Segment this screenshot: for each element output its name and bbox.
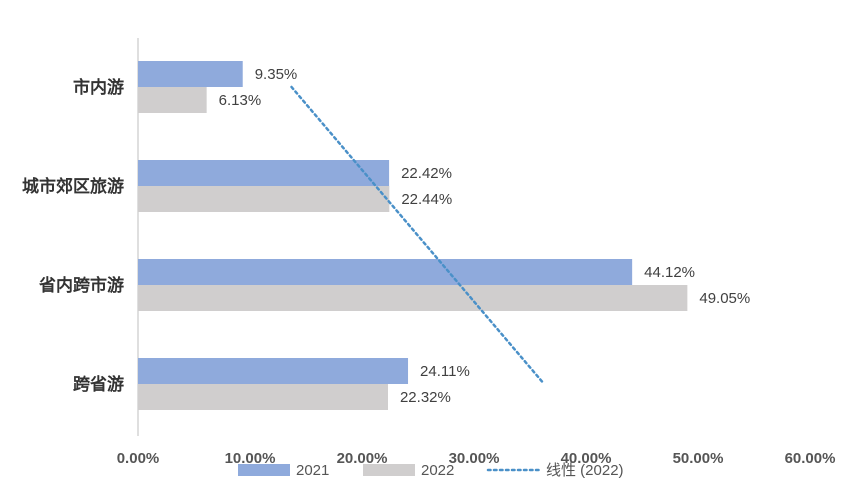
- axis-layer: 0.00% 10.00% 20.00% 30.00% 40.00% 50.00% 60.00…: [22, 38, 835, 467]
- legend-swatch-2021: [238, 464, 290, 476]
- data-label-2021: 22.42%: [401, 165, 452, 182]
- legend: 2021 2022 线性 (2022): [238, 462, 624, 479]
- bar-2022: [138, 384, 388, 410]
- x-tick-label: 60.00%: [785, 450, 836, 467]
- bar-2021: [138, 61, 243, 87]
- bar-2022: [138, 285, 688, 311]
- legend-label-2022: 2022: [421, 462, 454, 479]
- legend-swatch-2022: [363, 464, 415, 476]
- x-tick-label: 50.00%: [673, 450, 724, 467]
- x-tick-label: 30.00%: [449, 450, 500, 467]
- data-label-2021: 44.12%: [644, 264, 695, 281]
- x-tick-label: 10.00%: [225, 450, 276, 467]
- bars-layer: [138, 61, 688, 410]
- legend-label-2021: 2021: [296, 462, 329, 479]
- data-label-2022: 49.05%: [699, 290, 750, 307]
- category-label: 市内游: [73, 77, 124, 97]
- data-label-2021: 24.11%: [420, 363, 470, 380]
- data-label-2022: 6.13%: [219, 92, 262, 109]
- bar-2022: [138, 186, 390, 212]
- trendline-layer: [290, 85, 546, 386]
- bar-2021: [138, 160, 390, 186]
- trendline: [290, 85, 546, 386]
- data-label-2021: 9.35%: [255, 66, 298, 83]
- bar-2021: [138, 259, 633, 285]
- data-label-2022: 22.32%: [400, 389, 451, 406]
- bar-2022: [138, 87, 207, 113]
- category-label: 城市郊区旅游: [22, 176, 124, 196]
- x-tick-label: 0.00%: [117, 450, 160, 467]
- x-tick-label: 20.00%: [337, 450, 388, 467]
- category-label: 跨省游: [73, 374, 124, 394]
- labels-layer: 9.35% 22.42% 44.12% 24.11% 6.13% 22.44% 49.05%…: [219, 66, 751, 406]
- legend-label-trendline: 线性 (2022): [546, 462, 624, 479]
- bar-2021: [138, 358, 409, 384]
- data-label-2022: 22.44%: [401, 191, 452, 208]
- category-label: 省内跨市游: [38, 275, 124, 295]
- x-tick-label: 40.00%: [561, 450, 612, 467]
